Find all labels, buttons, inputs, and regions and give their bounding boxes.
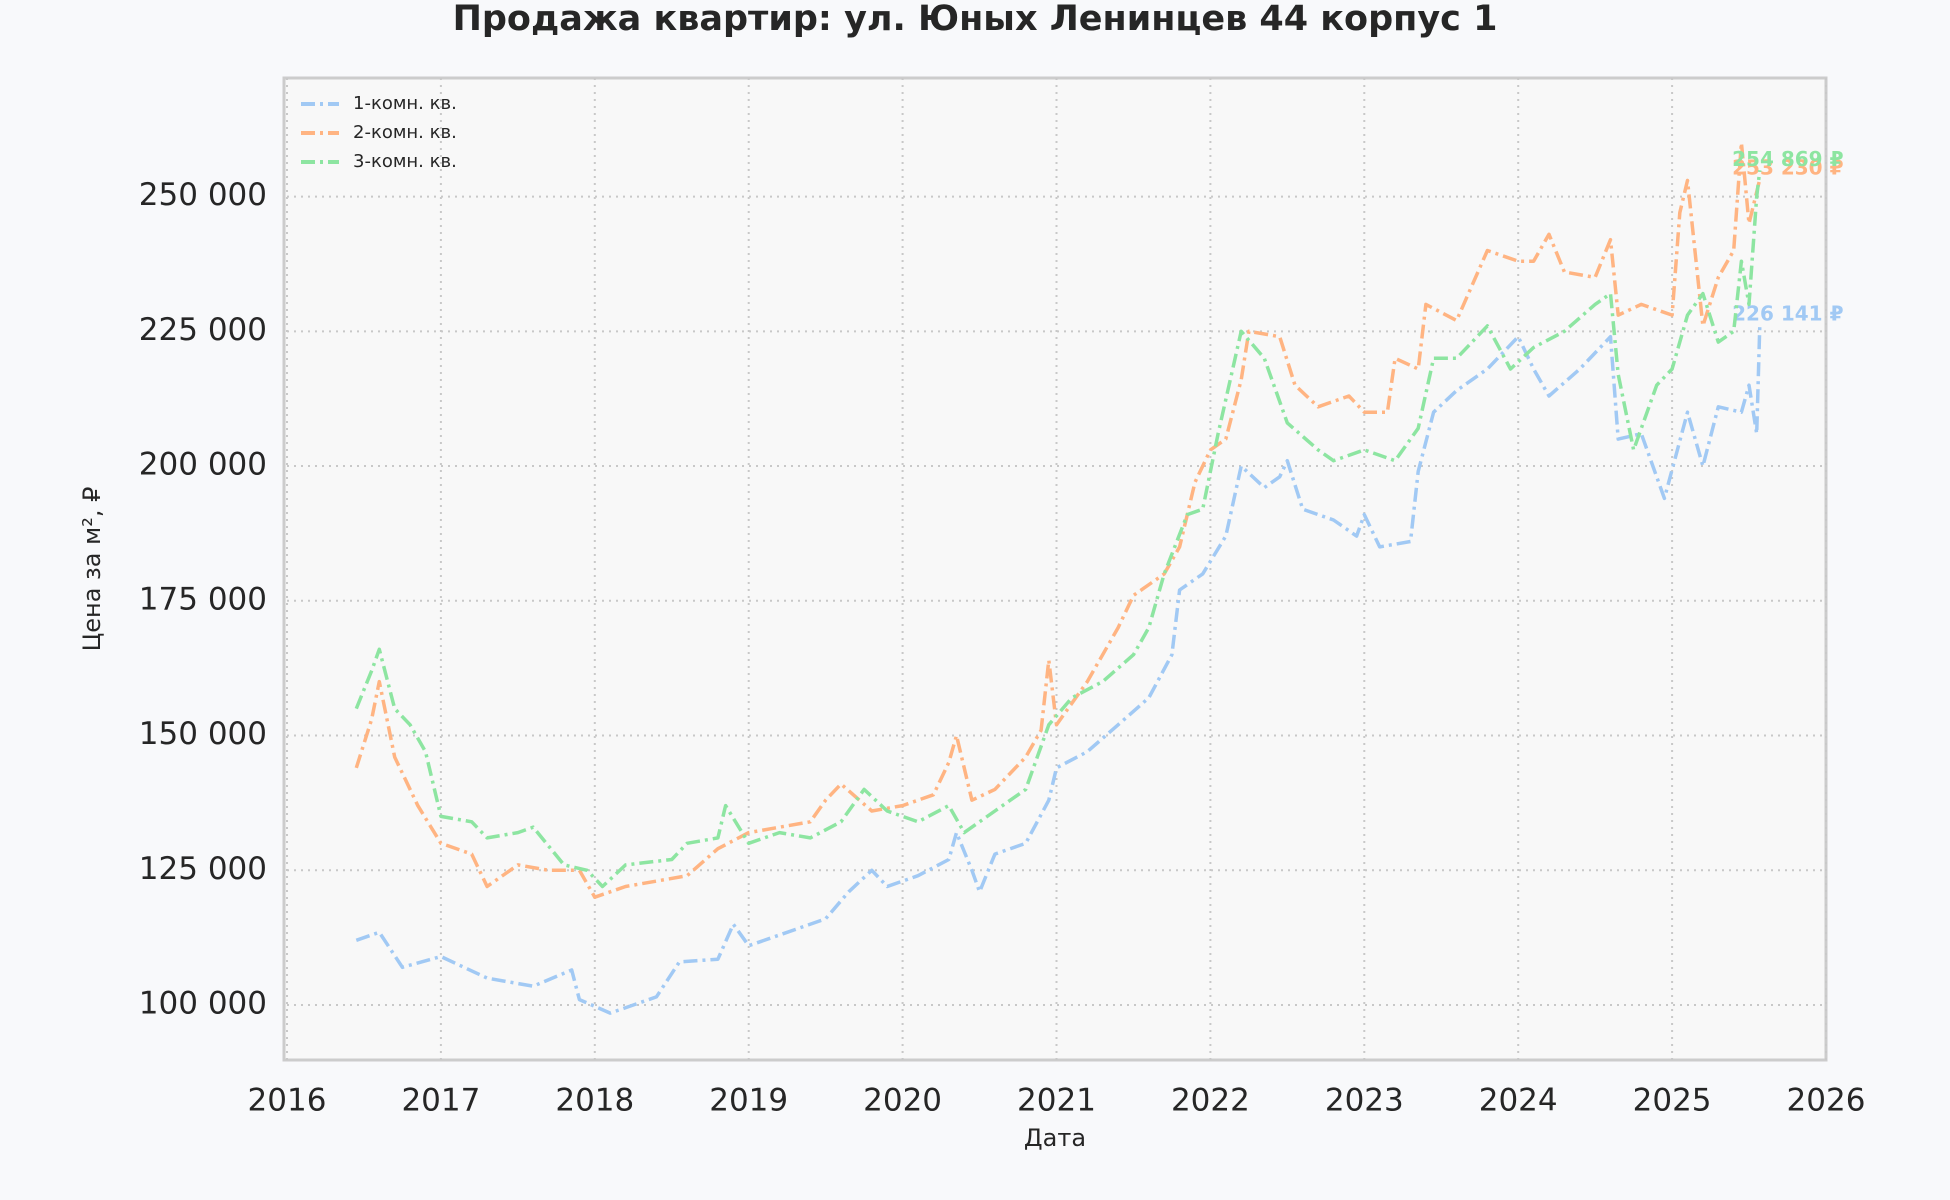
x-tick-label: 2022 [1171,1083,1250,1119]
x-tick-label: 2016 [248,1083,327,1119]
y-axis-label: Цена за м², ₽ [78,487,106,652]
x-axis-label: Дата [1024,1124,1086,1152]
legend-label: 1-комн. кв. [353,93,457,114]
x-tick-label: 2025 [1633,1083,1712,1119]
y-tick-label: 100 000 [139,986,267,1022]
y-tick-label: 225 000 [139,312,267,348]
legend-label: 2-комн. кв. [353,122,457,143]
series-line [355,325,1762,1015]
chart-title: Продажа квартир: ул. Юных Ленинцев 44 ко… [453,0,1498,39]
x-tick-label: 2018 [555,1083,634,1119]
x-tick-label: 2026 [1787,1083,1866,1119]
end-value-label: 226 141 ₽ [1732,302,1843,326]
y-tick-label: 200 000 [139,447,267,483]
series-line [354,140,1762,899]
series-line [354,170,1762,889]
x-tick-label: 2021 [1017,1083,1096,1119]
y-tick-label: 175 000 [139,581,267,617]
x-tick-label: 2024 [1479,1083,1558,1119]
x-tick-label: 2023 [1325,1083,1404,1119]
x-tick-label: 2019 [709,1083,788,1119]
x-tick-label: 2020 [863,1083,942,1119]
y-tick-label: 125 000 [139,851,267,887]
legend-label: 3-комн. кв. [353,151,457,172]
x-tick-label: 2017 [401,1083,480,1119]
end-value-label: 254 869 ₽ [1732,147,1843,171]
y-tick-label: 250 000 [139,177,267,213]
y-tick-label: 150 000 [139,716,267,752]
plot-area [282,76,1828,1062]
end-value-label: 253 230 ₽ [1732,156,1843,180]
